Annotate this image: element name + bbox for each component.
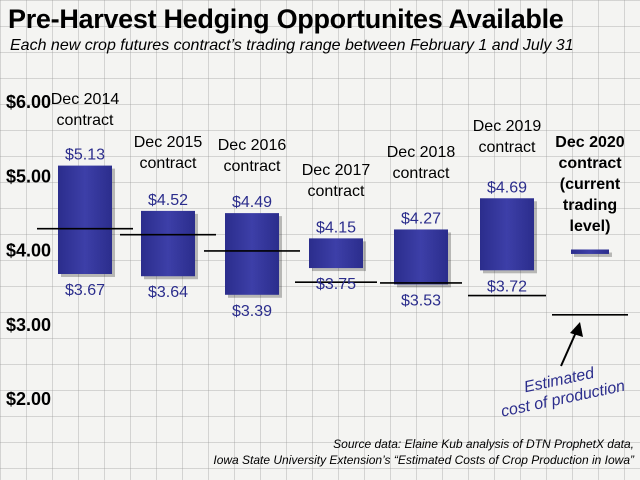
annotation-arrow-line	[560, 329, 578, 367]
source-line-1: Source data: Elaine Kub analysis of DTN …	[333, 437, 634, 451]
range-bar	[394, 229, 448, 285]
category-label: Dec 2019 contract	[473, 118, 542, 156]
chart-subtitle: Each new crop futures contract’s trading…	[10, 37, 574, 54]
range-bar	[58, 165, 112, 275]
y-axis: $6.00 $5.00 $4.00 $3.00 $2.00	[6, 92, 51, 409]
y-tick-label: $6.00	[6, 92, 51, 112]
low-value-label: $3.53	[401, 292, 441, 309]
high-value-label: $4.49	[232, 194, 272, 211]
bars	[58, 165, 612, 298]
y-tick-label: $5.00	[6, 166, 51, 186]
range-bar	[309, 238, 363, 269]
low-value-label: $3.75	[316, 276, 356, 293]
y-tick-label: $3.00	[6, 315, 51, 335]
category-label: Dec 2020 contract (current trading level)	[555, 134, 624, 235]
low-value-label: $3.72	[487, 278, 527, 295]
category-label: Dec 2014 contract	[51, 91, 120, 129]
high-value-label: $4.52	[148, 192, 188, 209]
chart-title: Pre-Harvest Hedging Opportunites Availab…	[8, 4, 564, 34]
labels: Dec 2014 contract $5.13 $3.67 Dec 2015 contra…	[51, 91, 625, 320]
high-value-label: $4.15	[316, 219, 356, 236]
annotation-arrowhead	[570, 322, 583, 337]
category-label: Dec 2017 contract	[302, 162, 371, 200]
bar-shadow	[574, 252, 612, 257]
low-value-label: $3.64	[148, 284, 188, 301]
annotation: Estimatedcost of production	[496, 322, 627, 421]
source-note: Source data: Elaine Kub analysis of DTN …	[213, 437, 634, 468]
range-bar	[225, 213, 279, 295]
cost-lines	[37, 227, 628, 316]
y-tick-label: $2.00	[6, 389, 51, 409]
category-label: Dec 2018 contract	[387, 144, 456, 182]
high-value-label: $5.13	[65, 147, 105, 164]
high-value-label: $4.27	[401, 210, 441, 227]
annotation-text: Estimatedcost of production	[496, 359, 627, 420]
category-label: Dec 2016 contract	[218, 137, 287, 175]
range-bar	[141, 210, 195, 277]
low-value-label: $3.67	[65, 282, 105, 299]
range-bar	[571, 249, 609, 254]
low-value-label: $3.39	[232, 303, 272, 320]
y-tick-label: $4.00	[6, 241, 51, 261]
high-value-label: $4.69	[487, 179, 527, 196]
source-line-2: Iowa State University Extension’s “Estim…	[213, 452, 634, 467]
range-bar	[480, 198, 534, 271]
category-label: Dec 2015 contract	[134, 134, 203, 172]
